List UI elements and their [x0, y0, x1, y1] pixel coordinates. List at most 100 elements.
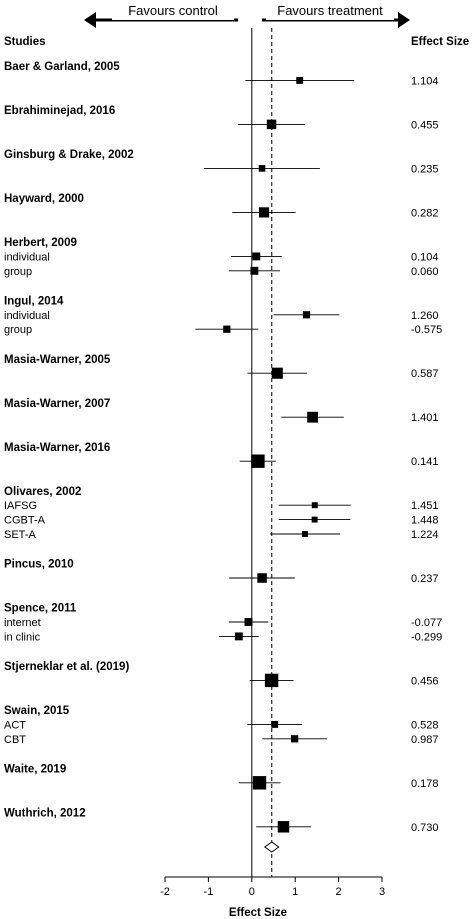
effect-marker — [258, 207, 270, 218]
study-group: Swain, 2015 ACT 0.528 CBT 0.987 — [4, 705, 439, 746]
study-title: Baer & Garland, 2005 — [4, 61, 120, 73]
effect-size-value: 1.451 — [411, 500, 439, 512]
x-axis: -2 -1 0 1 2 3 — [160, 876, 385, 898]
study-group: Ginsburg & Drake, 2002 0.235 — [4, 149, 439, 175]
study-title: Pincus, 2010 — [4, 559, 74, 571]
x-tick-label: 0 — [249, 886, 255, 898]
effect-size-value: 0.235 — [411, 163, 439, 175]
studies-header: Studies — [4, 36, 46, 48]
effect-size-value: 1.401 — [411, 412, 439, 424]
effect-marker — [264, 673, 279, 688]
study-group: Hayward, 2000 0.282 — [4, 193, 439, 219]
effect-marker — [311, 516, 318, 523]
study-title: Masia-Warner, 2005 — [4, 354, 111, 366]
study-group: Olivares, 2002 IAFSG 1.451 CGBT-A 1.448 SET-A… — [4, 486, 439, 541]
effect-size-value: 0.141 — [411, 456, 439, 468]
x-tick-label: 3 — [379, 886, 385, 898]
effect-marker — [258, 165, 266, 172]
effect-marker — [244, 618, 253, 626]
subgroup-label: group — [4, 266, 32, 278]
study-title: Swain, 2015 — [4, 705, 70, 717]
effect-marker — [257, 573, 267, 583]
effect-marker — [271, 720, 279, 728]
effect-marker — [252, 252, 261, 261]
study-title: Herbert, 2009 — [4, 237, 77, 249]
study-title: Olivares, 2002 — [4, 486, 81, 498]
effect-size-value: 0.282 — [411, 207, 439, 219]
study-group: Stjerneklar et al. (2019) 0.456 — [4, 661, 439, 687]
study-title: Ingul, 2014 — [4, 295, 64, 307]
effect-marker — [252, 776, 267, 790]
effect-size-value: 0.587 — [411, 368, 439, 380]
effect-size-value: 1.224 — [411, 529, 439, 541]
study-group: Herbert, 2009 individual 0.104 group 0.060 — [4, 237, 439, 278]
study-title: Waite, 2019 — [4, 763, 66, 775]
study-group: Masia-Warner, 2007 1.401 — [4, 398, 439, 424]
favours-treatment-label: Favours treatment — [277, 3, 383, 18]
subgroup-label: in clinic — [4, 631, 41, 643]
favours-header: Favours control Favours treatment — [84, 3, 410, 28]
effect-marker — [271, 367, 283, 379]
study-group: Ingul, 2014 individual 1.260 group -0.575 — [4, 295, 442, 336]
subgroup-label: CBT — [4, 734, 26, 746]
effect-marker — [296, 76, 304, 84]
effect-marker — [266, 119, 277, 130]
study-title: Ginsburg & Drake, 2002 — [4, 149, 134, 161]
x-tick-label: -1 — [204, 886, 214, 898]
favours-control-label: Favours control — [128, 3, 218, 18]
effect-marker — [250, 266, 259, 275]
effect-size-value: -0.077 — [411, 617, 442, 629]
study-title: Hayward, 2000 — [4, 193, 84, 205]
study-group: Masia-Warner, 2016 0.141 — [4, 442, 439, 468]
effect-size-value: 0.987 — [411, 734, 439, 746]
subgroup-label: ACT — [4, 719, 26, 731]
effect-size-value: 0.456 — [411, 675, 439, 687]
study-group: Spence, 2011 internet -0.077 in clinic -0.29… — [4, 603, 442, 644]
effect-size-value: 0.528 — [411, 719, 439, 731]
effect-size-value: 0.730 — [411, 822, 439, 834]
subgroup-label: group — [4, 324, 32, 336]
effect-size-value: 0.237 — [411, 573, 439, 585]
effect-marker — [291, 735, 299, 743]
subgroup-label: SET-A — [4, 529, 36, 541]
effect-marker — [307, 411, 319, 423]
study-title: Masia-Warner, 2007 — [4, 398, 110, 410]
effect-marker — [301, 531, 308, 537]
effect-marker — [277, 821, 290, 833]
subgroup-label: IAFSG — [4, 500, 37, 512]
study-rows: Baer & Garland, 2005 1.104 Ebrahiminejad, … — [4, 61, 442, 834]
effect-size-header: Effect Size — [411, 36, 469, 48]
effect-marker — [223, 325, 231, 333]
x-tick-label: 1 — [292, 886, 298, 898]
effect-size-value: 0.104 — [411, 251, 439, 263]
study-group: Pincus, 2010 0.237 — [4, 559, 439, 585]
x-tick-label: -2 — [160, 886, 170, 898]
study-title: Ebrahiminejad, 2016 — [4, 105, 115, 117]
effect-marker — [302, 311, 311, 319]
effect-size-value: -0.575 — [411, 324, 442, 336]
effect-marker — [234, 632, 243, 641]
effect-size-value: 0.455 — [411, 119, 439, 131]
study-group: Ebrahiminejad, 2016 0.455 — [4, 105, 439, 131]
favours-treatment-arrowhead — [398, 12, 410, 28]
study-group: Wuthrich, 2012 0.730 — [4, 807, 439, 833]
favours-control-arrowhead — [84, 12, 96, 28]
effect-size-value: 0.178 — [411, 778, 439, 790]
effect-size-value: 1.104 — [411, 75, 439, 87]
study-group: Waite, 2019 0.178 — [4, 763, 439, 789]
x-tick-label: 2 — [336, 886, 342, 898]
subgroup-label: CGBT-A — [4, 515, 46, 527]
study-title: Spence, 2011 — [4, 603, 77, 615]
x-axis-label: Effect Size — [229, 907, 287, 919]
effect-size-value: 1.260 — [411, 310, 439, 322]
subgroup-label: individual — [4, 310, 50, 322]
subgroup-label: internet — [4, 617, 41, 629]
pooled-effect-diamond — [263, 841, 280, 853]
study-title: Wuthrich, 2012 — [4, 807, 86, 819]
study-group: Masia-Warner, 2005 0.587 — [4, 354, 439, 380]
effect-size-value: 1.448 — [411, 515, 439, 527]
study-group: Baer & Garland, 2005 1.104 — [4, 61, 439, 87]
effect-marker — [311, 502, 318, 509]
study-title: Masia-Warner, 2016 — [4, 442, 110, 454]
